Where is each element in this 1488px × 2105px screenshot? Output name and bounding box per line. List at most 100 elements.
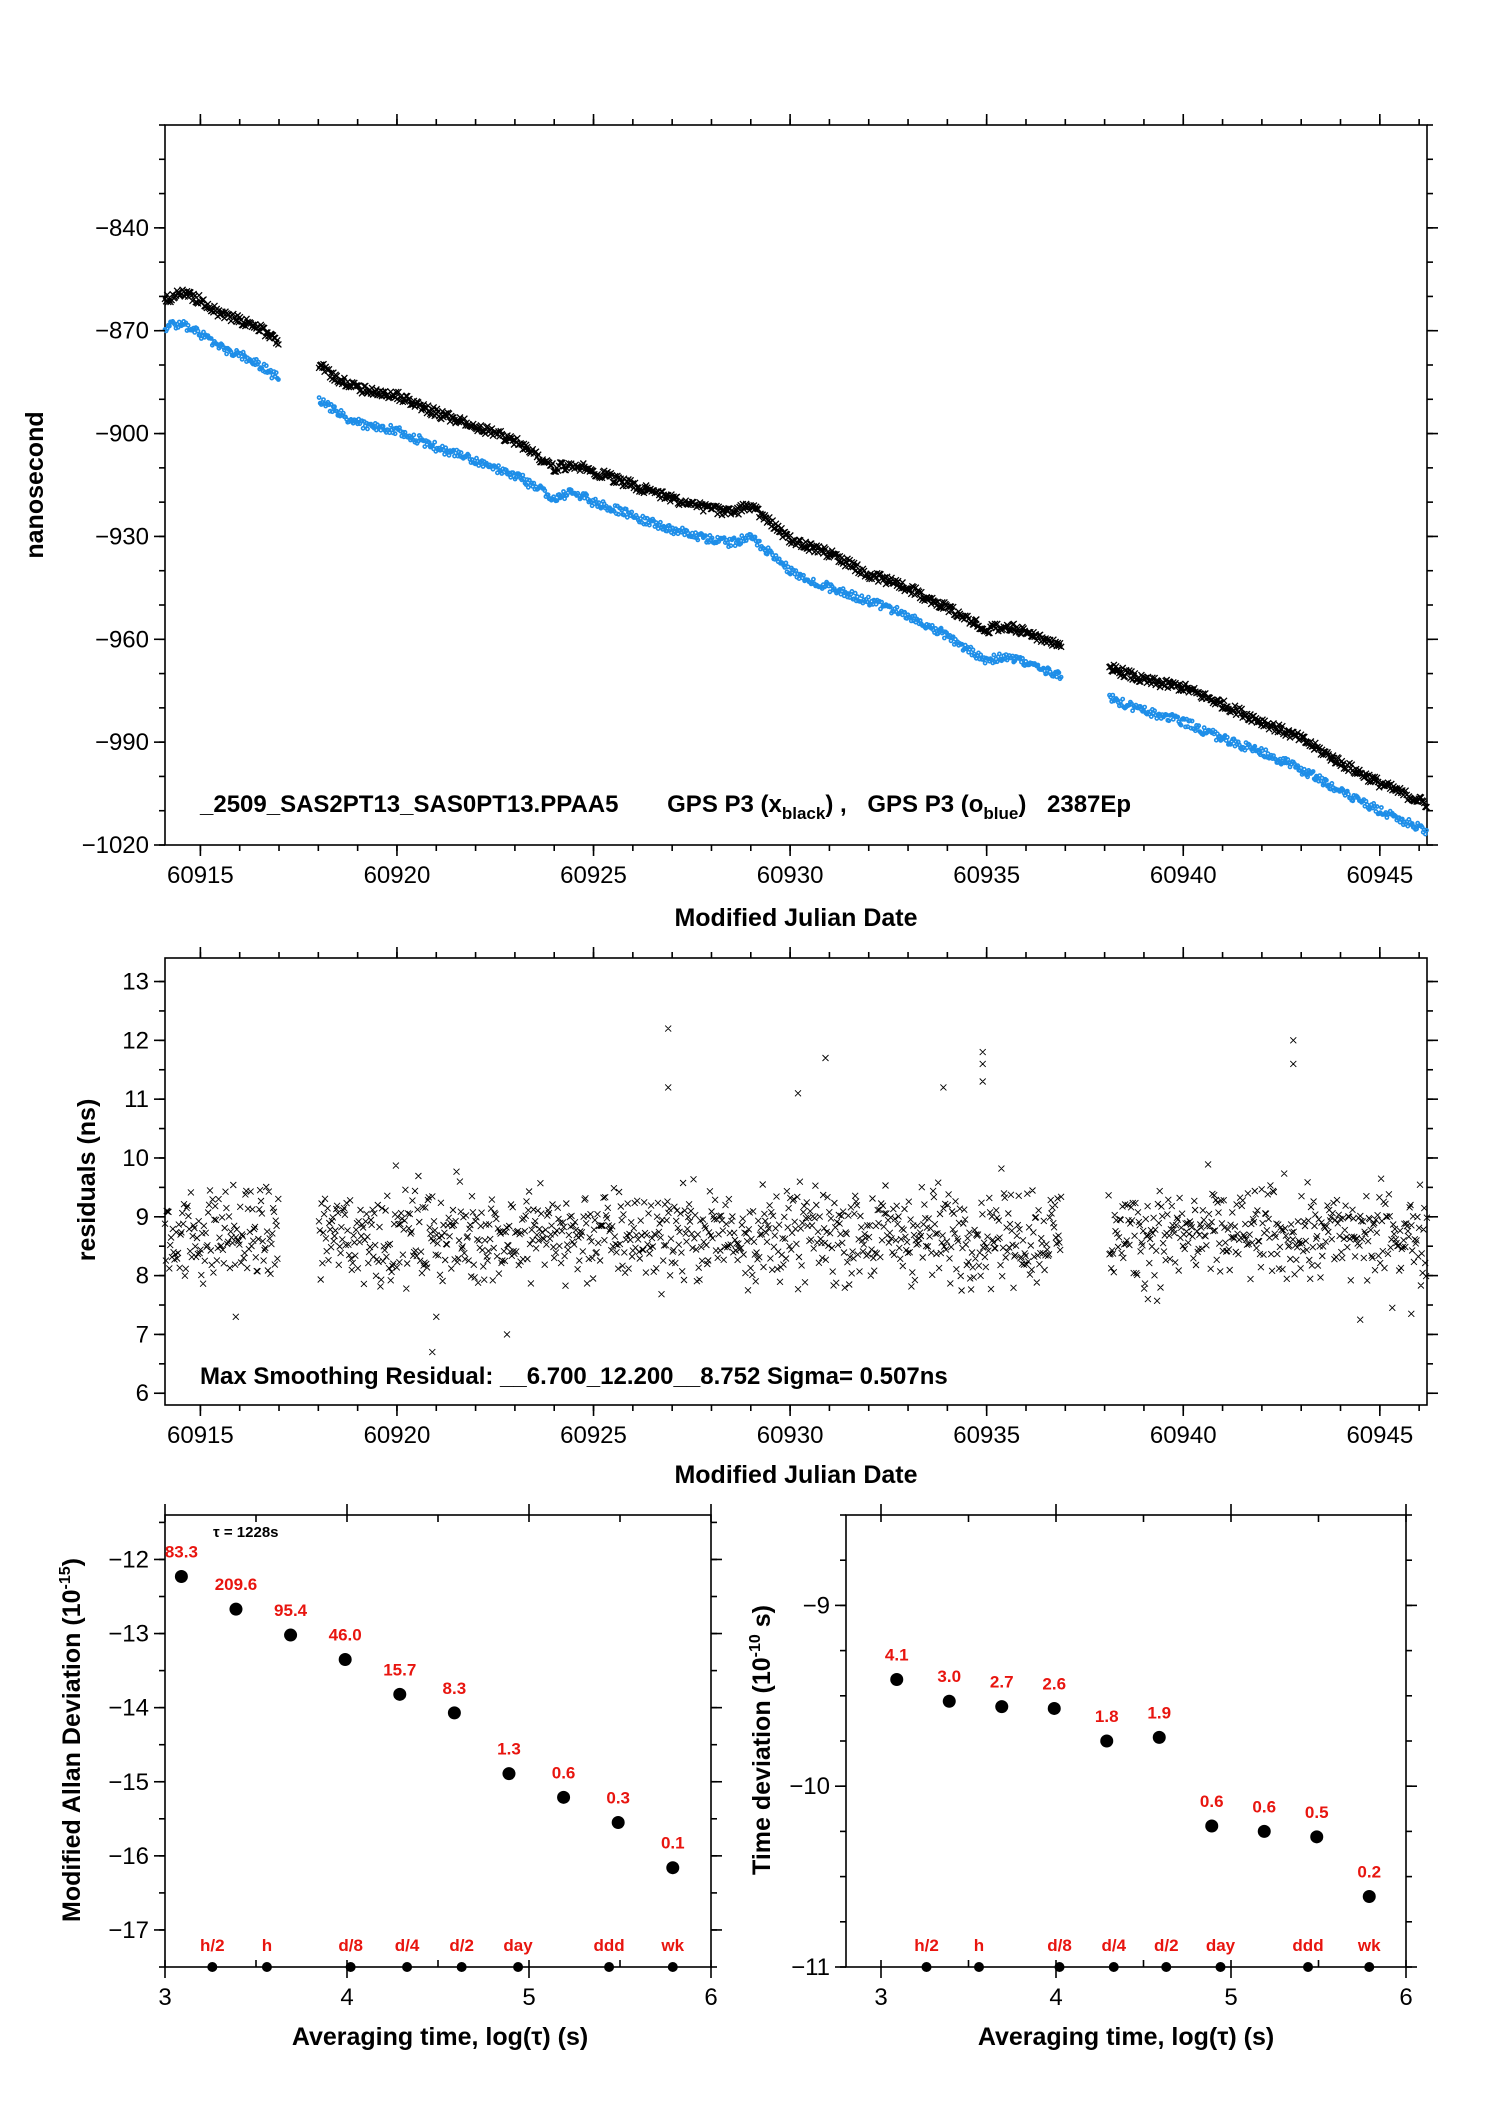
tdev-y-tick-label: −11 [791,1954,830,1981]
mdev-ref-label: d/2 [449,1936,474,1955]
mdev-point [393,1687,407,1701]
mdev-y-tick-label: −13 [108,1621,149,1648]
phase-x-tick-label: 60930 [757,862,824,889]
phase-x-axis-label: Modified Julian Date [674,904,917,932]
mdev-x-tick-label: 6 [704,1984,717,2011]
mdev-point [174,1570,188,1584]
mdev-ref-marker [604,1962,615,1972]
tdev-chart: 4.1 3.0 2.7 2.6 1.8 1.9 0.6 0.6 0.5 0.2 h/2 h d/8 d/4… [747,1504,1417,2051]
tdev-ref-marker [1215,1962,1226,1972]
mdev-ref-marker [667,1962,678,1972]
tdev-x-axis-label: Averaging time, log(τ) (s) [978,2023,1274,2051]
mdev-x-axis-label: Averaging time, log(τ) (s) [292,2023,588,2051]
tdev-point-label: 4.1 [885,1646,909,1665]
phase-title-series2-close: ) [1018,791,1026,818]
mdev-ref-marker [207,1962,218,1972]
mdev-point [611,1816,625,1830]
residuals-y-tick-label: 13 [122,969,149,996]
tdev-point [1047,1701,1061,1715]
tdev-point [890,1673,904,1687]
mdev-y-tick-label: −17 [108,1917,149,1944]
tdev-x-tick-label: 3 [874,1984,887,2011]
phase-title-series1-close: ) , [825,791,846,818]
residuals-x-tick-label: 60915 [167,1422,234,1449]
phase-x-tick-label: 60920 [364,862,431,889]
tdev-plot-frame [845,1514,1407,1968]
tdev-point-label: 0.2 [1357,1862,1381,1881]
tdev-ref-label: d/2 [1154,1936,1179,1955]
tdev-y-axis-label: Time deviation (10-10 s) [747,1605,776,1875]
tdev-ref-label: d/8 [1047,1936,1072,1955]
tdev-point [1310,1830,1324,1844]
phase-x-tick-label: 60935 [953,862,1020,889]
residuals-y-tick-label: 8 [136,1263,149,1290]
mdev-ref-label: h [262,1936,272,1955]
tdev-ref-label: wk [1357,1936,1381,1955]
tdev-ref-label: h [974,1936,984,1955]
phase-series-blue-markers [162,319,1429,837]
tdev-x-tick-label: 5 [1224,1984,1237,2011]
tdev-x-tick-label: 4 [1049,1984,1062,2011]
residuals-x-tick-label: 60935 [953,1422,1020,1449]
phase-title-epochs: 2387Ep [1047,791,1131,818]
mdev-y-tick-label: −14 [108,1695,149,1722]
tdev-point-label: 3.0 [937,1667,961,1686]
tdev-point-label: 1.9 [1147,1703,1171,1722]
residuals-y-tick-label: 6 [136,1380,149,1407]
phase-y-tick-label: −930 [95,523,149,550]
residuals-y-tick-label: 12 [122,1027,149,1054]
tdev-ref-label: day [1206,1936,1236,1955]
phase-y-tick-label: −870 [95,318,149,345]
mdev-ref-label: ddd [594,1936,625,1955]
residuals-x-tick-label: 60930 [757,1422,824,1449]
tdev-ref-marker [1364,1962,1375,1972]
mdev-point-label: 0.1 [661,1834,685,1853]
tdev-ref-marker [1161,1962,1172,1972]
tdev-point [1257,1824,1271,1838]
tdev-point-label: 2.6 [1042,1674,1066,1693]
mdev-ref-marker [513,1962,524,1972]
mdev-point [338,1652,352,1666]
tdev-point [942,1694,956,1708]
tdev-ref-marker [974,1962,984,1972]
tdev-point-label: 1.8 [1095,1707,1119,1726]
tdev-point-label: 2.7 [990,1673,1014,1692]
tdev-point-label: 0.5 [1305,1803,1329,1822]
mdev-ref-marker [402,1962,413,1972]
phase-y-tick-label: −960 [95,626,149,653]
mdev-y-tick-label: −12 [108,1546,149,1573]
tdev-point-label: 0.6 [1252,1797,1276,1816]
mdev-y-axis-label: Modified Allan Deviation (10-15) [57,1558,86,1922]
mdev-point-label: 1.3 [497,1740,521,1759]
phase-x-tick-label: 60940 [1150,862,1217,889]
mdev-y-tick-label: −16 [108,1843,149,1870]
mdev-point-label: 95.4 [274,1601,308,1620]
residuals-y-tick-label: 11 [124,1086,149,1113]
phase-title-series1-sub: black [782,804,826,823]
tdev-point-label: 0.6 [1200,1792,1224,1811]
tdev-x-tick-label: 6 [1399,1984,1412,2011]
mdev-ref-label: d/8 [338,1936,363,1955]
mdev-x-tick-label: 4 [340,1984,353,2011]
mdev-point-label: 83.3 [165,1543,198,1562]
phase-title-line: _2509_SAS2PT13_SAS0PT13.PPAA5 GPS P3 (xb… [199,791,1131,823]
phase-y-tick-label: −900 [95,421,149,448]
tdev-point [1362,1889,1376,1903]
phase-x-tick-label: 60945 [1346,862,1413,889]
mdev-point-label: 0.3 [606,1789,630,1808]
residuals-x-tick-label: 60925 [560,1422,627,1449]
mdev-point-label: 8.3 [443,1679,467,1698]
tdev-point [1205,1819,1219,1833]
tdev-ref-marker [1303,1962,1313,1972]
tdev-ref-label: h/2 [914,1936,939,1955]
mdev-tau-note: τ = 1228s [213,1524,279,1541]
tdev-y-tick-label: −9 [803,1592,830,1619]
mdev-point [284,1628,298,1642]
phase-plot-frame [164,124,1428,846]
tdev-ref-marker [921,1962,932,1972]
mdev-ref-label: h/2 [200,1936,225,1955]
residuals-markers [161,1025,1431,1356]
mdev-point-label: 0.6 [552,1763,576,1782]
phase-y-axis-label: nanosecond [21,411,49,558]
